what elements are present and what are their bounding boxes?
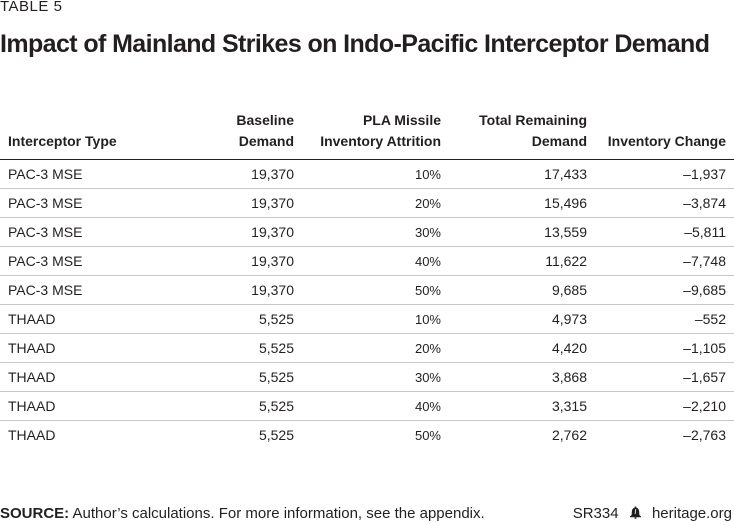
header-inventory-change: Inventory Change <box>587 110 734 160</box>
cell-attrition: 10% <box>294 159 441 189</box>
cell-interceptor-type: PAC-3 MSE <box>0 188 198 218</box>
cell-remaining-demand: 3,315 <box>441 391 587 421</box>
data-table: Interceptor Type Baseline Demand PLA Miss… <box>0 110 734 449</box>
footer-branding: SR334 heritage.org <box>573 505 732 522</box>
cell-baseline-demand: 19,370 <box>198 246 294 276</box>
header-interceptor-type: Interceptor Type <box>0 110 198 160</box>
header-inventory-attrition: PLA Missile Inventory Attrition <box>294 110 441 160</box>
cell-inventory-change: –9,685 <box>587 275 734 305</box>
cell-interceptor-type: THAAD <box>0 333 198 363</box>
cell-attrition: 40% <box>294 246 441 276</box>
cell-inventory-change: –7,748 <box>587 246 734 276</box>
cell-inventory-change: –1,657 <box>587 362 734 392</box>
cell-remaining-demand: 4,973 <box>441 304 587 334</box>
cell-baseline-demand: 19,370 <box>198 217 294 247</box>
cell-remaining-demand: 17,433 <box>441 159 587 189</box>
cell-interceptor-type: PAC-3 MSE <box>0 159 198 189</box>
cell-remaining-demand: 9,685 <box>441 275 587 305</box>
cell-interceptor-type: THAAD <box>0 362 198 392</box>
cell-baseline-demand: 5,525 <box>198 333 294 363</box>
cell-attrition: 30% <box>294 362 441 392</box>
table-row: PAC-3 MSE 19,370 50% 9,685 –9,685 <box>0 275 734 305</box>
cell-inventory-change: –2,763 <box>683 427 726 443</box>
header-baseline-demand: Baseline Demand <box>198 110 294 160</box>
cell-interceptor-type: THAAD <box>0 391 198 421</box>
cell-remaining-demand: 11,622 <box>441 246 587 276</box>
cell-baseline-demand: 5,525 <box>198 391 294 421</box>
cell-attrition: 40% <box>294 391 441 421</box>
table-row: THAAD 5,525 50% 2,762 –2,763 <box>0 421 734 450</box>
report-id: SR334 <box>572 505 619 522</box>
cell-remaining-demand: 4,420 <box>441 333 587 363</box>
cell-interceptor-type: PAC-3 MSE <box>0 217 198 247</box>
cell-remaining-demand: 3,868 <box>441 362 587 392</box>
table-row: THAAD 5,525 20% 4,420 –1,105 <box>0 333 734 363</box>
cell-remaining-demand: 13,559 <box>441 217 587 247</box>
cell-inventory-change: –2,210 <box>587 391 734 421</box>
cell-inventory-change: –1,937 <box>587 159 734 189</box>
cell-attrition: 20% <box>294 188 441 218</box>
table-row: THAAD 5,525 10% 4,973 –552 <box>0 304 734 334</box>
cell-remaining-demand: 2,762 <box>551 427 587 443</box>
cell-baseline-demand: 5,525 <box>198 362 294 392</box>
source-label: SOURCE: <box>0 505 70 522</box>
cell-attrition: 50% <box>294 275 441 305</box>
table-row: THAAD 5,525 40% 3,315 –2,210 <box>0 391 734 421</box>
source-text: Author’s calculations. For more informat… <box>69 505 485 522</box>
cell-attrition: 20% <box>294 333 441 363</box>
cell-interceptor-type: PAC-3 MSE <box>0 246 198 276</box>
table-label: TABLE 5 <box>0 0 63 15</box>
table-row: PAC-3 MSE 19,370 10% 17,433 –1,937 <box>0 159 734 189</box>
cell-baseline-demand: 19,370 <box>198 275 294 305</box>
cell-baseline-demand: 19,370 <box>198 188 294 218</box>
cell-baseline-demand: 5,525 <box>198 304 294 334</box>
cell-inventory-change: –552 <box>587 304 734 334</box>
cell-inventory-change: –5,811 <box>587 217 734 247</box>
cell-baseline-demand: 5,525 <box>258 427 294 443</box>
header-remaining-demand: Total Remaining Demand <box>441 110 587 160</box>
cell-inventory-change: –1,105 <box>587 333 734 363</box>
cell-attrition: 10% <box>294 304 441 334</box>
cell-interceptor-type: THAAD <box>0 304 198 334</box>
table-header-row: Interceptor Type Baseline Demand PLA Miss… <box>0 110 734 160</box>
cell-attrition: 50% <box>414 427 441 443</box>
table-row: THAAD 5,525 30% 3,868 –1,657 <box>0 362 734 392</box>
cell-remaining-demand: 15,496 <box>441 188 587 218</box>
site-name: heritage.org <box>651 505 732 522</box>
cell-interceptor-type: PAC-3 MSE <box>0 275 198 305</box>
table-row: PAC-3 MSE 19,370 20% 15,496 –3,874 <box>0 188 734 218</box>
liberty-bell-icon <box>629 506 642 519</box>
cell-baseline-demand: 19,370 <box>198 159 294 189</box>
table-title: Impact of Mainland Strikes on Indo-Pacif… <box>0 30 710 58</box>
cell-inventory-change: –3,874 <box>587 188 734 218</box>
cell-attrition: 30% <box>294 217 441 247</box>
cell-interceptor-type: THAAD <box>8 427 56 443</box>
table-row: PAC-3 MSE 19,370 40% 11,622 –7,748 <box>0 246 734 276</box>
table-row: PAC-3 MSE 19,370 30% 13,559 –5,811 <box>0 217 734 247</box>
footer: SOURCE: Author’s calculations. For more … <box>0 505 734 522</box>
